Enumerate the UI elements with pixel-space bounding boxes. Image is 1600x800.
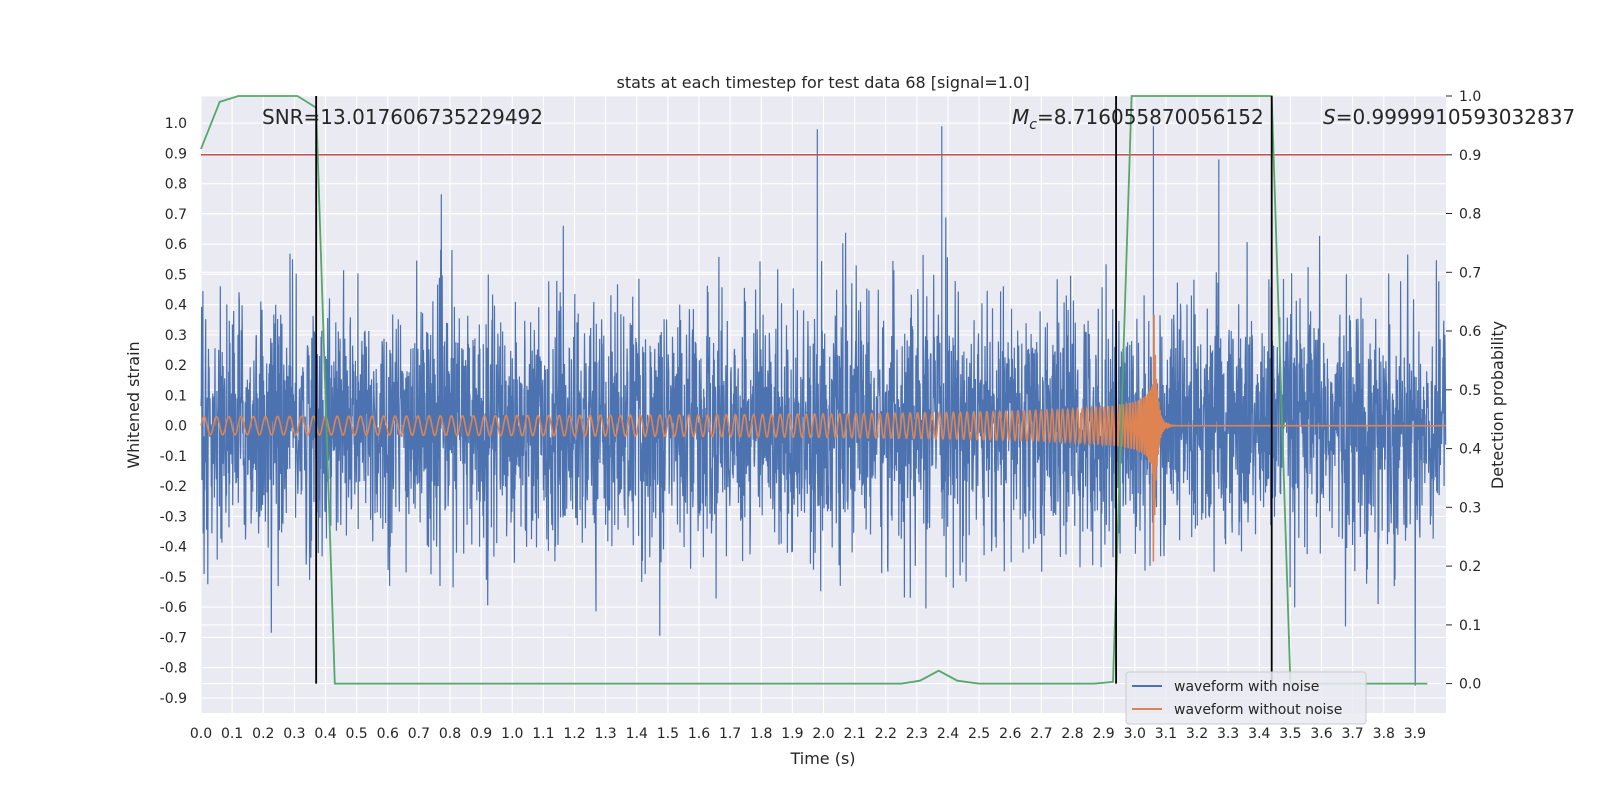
y-tick-label: -0.5 xyxy=(160,570,187,586)
x-tick-label: 0.0 xyxy=(190,726,212,742)
tick-labels: 0.0 0.1 0.2 0.3 0.4 0.5 0.6 0.7 0.8 0.9 1.0 1.1 1.2 1… xyxy=(160,89,1482,742)
y2-tick-label: 0.8 xyxy=(1459,207,1481,223)
waveform-without-noise-line xyxy=(200,314,1446,562)
x-axis-label: Time (s) xyxy=(789,749,855,768)
x-tick-label: 2.2 xyxy=(875,726,897,742)
x-tick-label: 1.8 xyxy=(750,726,772,742)
x-tick-label: 1.6 xyxy=(688,726,710,742)
y2-tick-label: 0.0 xyxy=(1459,677,1481,693)
x-tick-label: 1.4 xyxy=(626,726,648,742)
y-tick-label: -0.8 xyxy=(160,661,187,677)
waveform-without-noise-layer xyxy=(200,314,1446,562)
x-tick-label: 2.3 xyxy=(906,726,928,742)
y-tick-label: 0.6 xyxy=(165,237,187,253)
score-annotation: S=0.9999910593032837 xyxy=(1323,105,1575,129)
legend-label-clean: waveform without noise xyxy=(1174,702,1342,718)
x-tick-label: 1.7 xyxy=(719,726,741,742)
x-tick-label: 3.8 xyxy=(1373,726,1395,742)
y-tick-label: 0.0 xyxy=(165,419,187,435)
y2-tick-label: 0.5 xyxy=(1459,383,1481,399)
x-tick-label: 3.4 xyxy=(1248,726,1270,742)
y-tick-label: 0.9 xyxy=(165,147,187,163)
x-tick-label: 0.8 xyxy=(439,726,461,742)
y-tick-label: 0.1 xyxy=(165,388,187,404)
x-tick-label: 3.2 xyxy=(1186,726,1208,742)
x-tick-label: 3.0 xyxy=(1124,726,1146,742)
waveform-with-noise-line xyxy=(200,126,1447,686)
legend: waveform with noise waveform without noi… xyxy=(1125,671,1367,725)
y-tick-label: 0.8 xyxy=(165,177,187,193)
y-tick-label: 1.0 xyxy=(165,116,187,132)
x-tick-label: 2.8 xyxy=(1061,726,1083,742)
x-tick-label: 0.1 xyxy=(221,726,243,742)
x-tick-label: 2.4 xyxy=(937,726,959,742)
y-tick-label: -0.4 xyxy=(160,540,187,556)
y-tick-label: 0.5 xyxy=(165,267,187,283)
x-tick-label: 3.3 xyxy=(1217,726,1239,742)
x-tick-label: 3.6 xyxy=(1310,726,1332,742)
y2-tick-label: 0.1 xyxy=(1459,618,1481,634)
y2-tick-label: 0.3 xyxy=(1459,500,1481,516)
x-tick-label: 1.2 xyxy=(563,726,585,742)
y2-tick-label: 0.6 xyxy=(1459,324,1481,340)
waveform-with-noise-layer xyxy=(200,126,1447,686)
detection-overlay-layer xyxy=(200,95,1446,685)
y-tick-label: -0.9 xyxy=(160,691,187,707)
x-tick-label: 3.7 xyxy=(1341,726,1363,742)
chirp-mass-annotation: Mc=8.716055870056152 xyxy=(1012,105,1264,133)
legend-box xyxy=(1125,671,1367,725)
x-tick-label: 1.9 xyxy=(781,726,803,742)
x-tick-label: 1.0 xyxy=(501,726,523,742)
x-tick-label: 0.6 xyxy=(377,726,399,742)
x-tick-label: 2.7 xyxy=(1030,726,1052,742)
y-tick-label: 0.2 xyxy=(165,358,187,374)
x-tick-label: 1.1 xyxy=(532,726,554,742)
x-tick-label: 3.5 xyxy=(1279,726,1301,742)
chart-title: stats at each timestep for test data 68 … xyxy=(617,73,1030,92)
x-tick-label: 0.3 xyxy=(283,726,305,742)
y2-tick-label: 1.0 xyxy=(1459,89,1481,105)
snr-annotation: SNR=13.017606735229492 xyxy=(262,105,543,129)
y2-axis-label: Detection probability xyxy=(1488,321,1507,489)
x-tick-label: 3.9 xyxy=(1404,726,1426,742)
x-tick-label: 2.5 xyxy=(968,726,990,742)
x-tick-label: 0.9 xyxy=(470,726,492,742)
y-tick-label: 0.3 xyxy=(165,328,187,344)
y2-tick-label: 0.9 xyxy=(1459,148,1481,164)
x-tick-label: 3.1 xyxy=(1155,726,1177,742)
y-tick-label: -0.1 xyxy=(160,449,187,465)
x-tick-label: 2.9 xyxy=(1092,726,1114,742)
x-tick-label: 0.4 xyxy=(314,726,336,742)
y-axis-label: Whitened strain xyxy=(124,341,143,468)
y-tick-label: 0.7 xyxy=(165,207,187,223)
y-tick-label: -0.2 xyxy=(160,479,187,495)
x-tick-label: 1.5 xyxy=(657,726,679,742)
x-tick-label: 2.1 xyxy=(843,726,865,742)
y-tick-label: -0.7 xyxy=(160,630,187,646)
x-tick-label: 0.7 xyxy=(408,726,430,742)
y2-tick-label: 0.2 xyxy=(1459,559,1481,575)
y2-tick-label: 0.4 xyxy=(1459,442,1481,458)
x-tick-label: 2.0 xyxy=(812,726,834,742)
x-tick-label: 1.3 xyxy=(594,726,616,742)
x-tick-label: 0.2 xyxy=(252,726,274,742)
y-tick-label: -0.3 xyxy=(160,509,187,525)
legend-label-noise: waveform with noise xyxy=(1174,679,1319,695)
x-tick-label: 0.5 xyxy=(345,726,367,742)
y-tick-label: 0.4 xyxy=(165,298,187,314)
detection-probability-line xyxy=(200,95,1428,685)
y-tick-label: -0.6 xyxy=(160,600,187,616)
y2-tick-label: 0.7 xyxy=(1459,265,1481,281)
x-tick-label: 2.6 xyxy=(999,726,1021,742)
